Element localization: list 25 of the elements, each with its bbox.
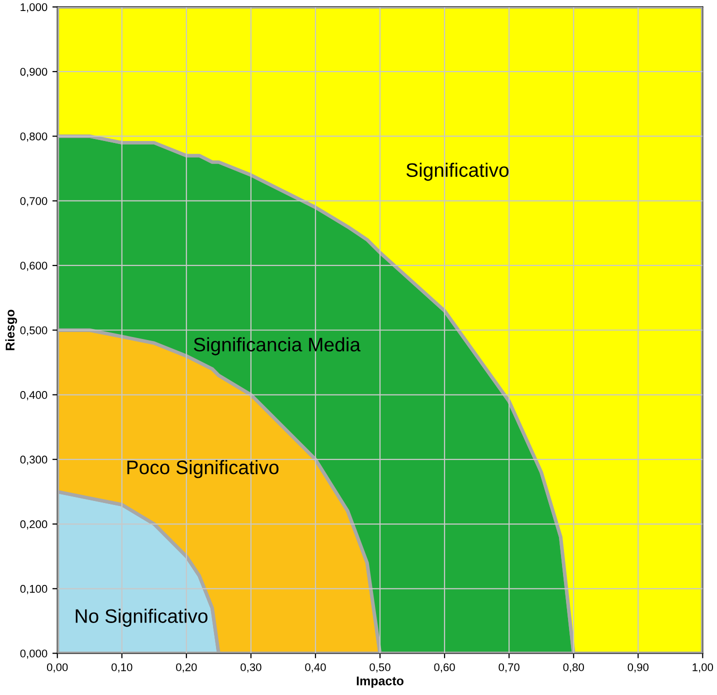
y-axis-title: Riesgo [5, 310, 18, 350]
x-tick-label: 0,20 [176, 663, 197, 672]
x-tick-label: 0,00 [46, 663, 68, 672]
y-tick-label: 0,500 [20, 326, 48, 336]
y-tick-label: 0,300 [20, 456, 48, 465]
y-tick-label: 0,200 [20, 520, 48, 530]
y-tick-label: 0,800 [20, 132, 48, 142]
x-tick-label: 0,80 [563, 663, 584, 672]
y-tick-label: 0,100 [20, 584, 48, 594]
y-tick-label: 0,400 [20, 391, 48, 400]
annotation: No Significativo [76, 608, 208, 627]
y-tick-label: 0,900 [20, 68, 48, 78]
y-tick-label: 0,700 [20, 197, 48, 206]
x-tick-label: 0,60 [434, 663, 455, 672]
x-tick-label: 1,00 [692, 663, 714, 672]
x-tick-label: 0,70 [498, 663, 520, 672]
x-axis-title: Impacto [356, 676, 404, 688]
x-tick-label: 0,50 [370, 663, 390, 672]
y-tick-label: 1,000 [20, 3, 48, 12]
y-tick-label: 0,000 [20, 650, 48, 659]
x-tick-label: 0,30 [240, 663, 262, 672]
x-tick-label: 0,40 [305, 663, 326, 672]
x-tick-label: 0,90 [628, 663, 649, 672]
x-tick-label: 0,10 [112, 663, 132, 672]
y-tick-label: 0,600 [20, 262, 48, 271]
